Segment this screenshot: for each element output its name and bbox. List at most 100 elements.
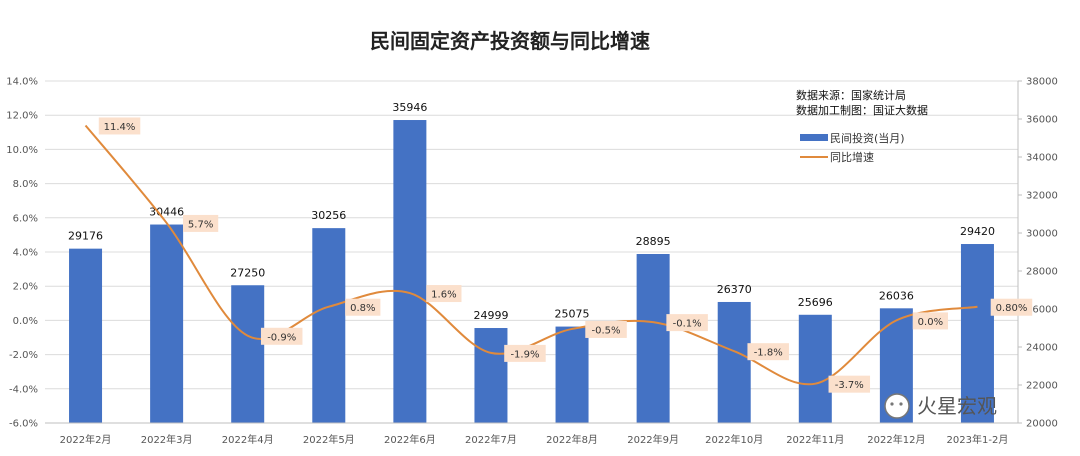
bar bbox=[69, 248, 103, 423]
growth-rate-label-bg bbox=[345, 298, 381, 316]
right-tick-label: 30000 bbox=[1026, 229, 1058, 240]
bar bbox=[798, 314, 832, 423]
growth-rate-label-bg bbox=[666, 314, 708, 332]
growth-rate-label: -3.7% bbox=[835, 380, 864, 391]
growth-rate-label: 0.0% bbox=[918, 317, 943, 328]
wechat-icon bbox=[884, 393, 910, 419]
legend: 民间投资(当月) 同比增速 bbox=[800, 131, 905, 164]
x-tick-label: 2022年8月 bbox=[546, 433, 598, 446]
bar-value-label: 29420 bbox=[960, 225, 995, 238]
growth-rate-label-bg bbox=[585, 320, 627, 338]
watermark-text: 火星宏观 bbox=[917, 394, 997, 418]
growth-rate-label-bg bbox=[183, 214, 219, 232]
x-tick-label: 2022年7月 bbox=[465, 433, 517, 446]
legend-bar-swatch bbox=[800, 134, 828, 141]
growth-rate-label: -0.9% bbox=[267, 332, 296, 343]
watermark: 火星宏观 bbox=[884, 393, 997, 419]
left-axis-ticks: -6.0% -4.0% -2.0% 0.0% 2.0% 4.0% 6.0% 8.0% 10.0%… bbox=[6, 77, 38, 430]
x-tick-label: 2022年5月 bbox=[303, 433, 355, 446]
bar-value-label: 27250 bbox=[230, 266, 265, 279]
bar-value-label: 26370 bbox=[717, 283, 752, 296]
bar bbox=[717, 301, 751, 423]
growth-rate-label: 1.6% bbox=[431, 290, 456, 301]
bar-value-labels: 29176 30446 27250 30256 35946 24999 25075 28895… bbox=[68, 101, 995, 322]
bar-value-label: 25696 bbox=[798, 296, 833, 309]
source-note: 数据来源：国家统计局 数据加工制图：国证大数据 bbox=[796, 88, 928, 117]
left-tick-label: -6.0% bbox=[9, 419, 38, 430]
growth-rate-label: -0.1% bbox=[673, 319, 702, 330]
legend-line-label: 同比增速 bbox=[830, 150, 874, 164]
left-tick-label: 14.0% bbox=[6, 77, 38, 88]
growth-rate-label: -0.5% bbox=[592, 325, 621, 336]
bar bbox=[555, 326, 589, 423]
bar-value-label: 35946 bbox=[392, 101, 427, 114]
growth-rate-label-bg bbox=[912, 312, 948, 330]
right-tick-label: 22000 bbox=[1026, 381, 1058, 392]
bar-value-label: 29176 bbox=[68, 230, 103, 243]
growth-rate-label-bg bbox=[426, 285, 462, 303]
x-tick-label: 2022年4月 bbox=[222, 433, 274, 446]
bar bbox=[150, 224, 184, 423]
left-tick-label: 12.0% bbox=[6, 111, 38, 122]
right-axis-ticks: 20000 22000 24000 26000 28000 30000 32000 34000… bbox=[1018, 77, 1058, 430]
growth-rate-label-bg bbox=[828, 375, 871, 393]
growth-rate-label: 0.80% bbox=[996, 303, 1028, 314]
gridlines bbox=[45, 80, 1019, 424]
x-tick-label: 2022年2月 bbox=[60, 433, 112, 446]
right-tick-label: 24000 bbox=[1026, 343, 1058, 354]
growth-rate-label: -1.9% bbox=[510, 349, 539, 360]
bar-value-label: 26036 bbox=[879, 289, 914, 302]
wechat-icon-eye-right bbox=[899, 402, 903, 406]
x-tick-label: 2022年9月 bbox=[627, 433, 679, 446]
left-tick-label: 0.0% bbox=[13, 316, 38, 327]
left-tick-label: 8.0% bbox=[13, 179, 38, 190]
right-tick-label: 26000 bbox=[1026, 305, 1058, 316]
left-tick-label: 10.0% bbox=[6, 145, 38, 156]
right-tick-label: 34000 bbox=[1026, 153, 1058, 164]
left-tick-label: -2.0% bbox=[9, 350, 38, 361]
bar-value-label: 28895 bbox=[636, 235, 671, 248]
bar bbox=[960, 244, 994, 423]
growth-rate-label: 5.7% bbox=[188, 219, 213, 230]
bar bbox=[636, 253, 670, 423]
bar bbox=[474, 328, 508, 423]
right-tick-label: 32000 bbox=[1026, 191, 1058, 202]
x-axis-ticks: 2022年2月 2022年3月 2022年4月 2022年5月 2022年6月 2022年… bbox=[45, 422, 1018, 446]
left-tick-label: -4.0% bbox=[9, 384, 38, 395]
x-tick-label: 2023年1-2月 bbox=[947, 433, 1009, 446]
right-tick-label: 38000 bbox=[1026, 77, 1058, 88]
right-tick-label: 20000 bbox=[1026, 419, 1058, 430]
bar bbox=[231, 285, 265, 423]
x-tick-label: 2022年10月 bbox=[705, 433, 763, 446]
right-tick-label: 36000 bbox=[1026, 115, 1058, 126]
growth-rate-label-bg bbox=[990, 298, 1033, 316]
x-tick-label: 2022年11月 bbox=[786, 433, 844, 446]
growth-rate-label-bg bbox=[260, 327, 303, 345]
x-tick-label: 2022年3月 bbox=[141, 433, 193, 446]
left-tick-label: 2.0% bbox=[13, 282, 38, 293]
bar bbox=[312, 228, 346, 423]
bar-value-label: 30256 bbox=[311, 209, 346, 222]
bar-value-label: 30446 bbox=[149, 206, 184, 219]
growth-rate-label-bg bbox=[504, 344, 546, 362]
chart-title: 民间固定资产投资额与同比增速 bbox=[370, 29, 650, 53]
source-line-2: 数据加工制图：国证大数据 bbox=[796, 103, 928, 117]
source-line-1: 数据来源：国家统计局 bbox=[796, 88, 906, 102]
right-tick-label: 28000 bbox=[1026, 267, 1058, 278]
bar bbox=[393, 120, 427, 423]
left-tick-label: 4.0% bbox=[13, 248, 38, 259]
growth-rate-label-bg bbox=[747, 343, 789, 361]
growth-rate-label-bg bbox=[98, 117, 141, 135]
bar-value-label: 24999 bbox=[473, 309, 508, 322]
growth-rate-labels: 11.4% 5.7% -0.9% 0.8% 1.6% -1.9% -0.5% -0.1% -1.… bbox=[98, 117, 1033, 393]
left-tick-label: 6.0% bbox=[13, 213, 38, 224]
bar-series bbox=[69, 120, 994, 423]
x-tick-label: 2022年12月 bbox=[867, 433, 925, 446]
legend-bar-label: 民间投资(当月) bbox=[830, 131, 905, 145]
growth-rate-label: 11.4% bbox=[104, 122, 136, 133]
x-tick-label: 2022年6月 bbox=[384, 433, 436, 446]
growth-rate-label: -1.8% bbox=[754, 348, 783, 359]
bar-value-label: 25075 bbox=[555, 308, 590, 321]
